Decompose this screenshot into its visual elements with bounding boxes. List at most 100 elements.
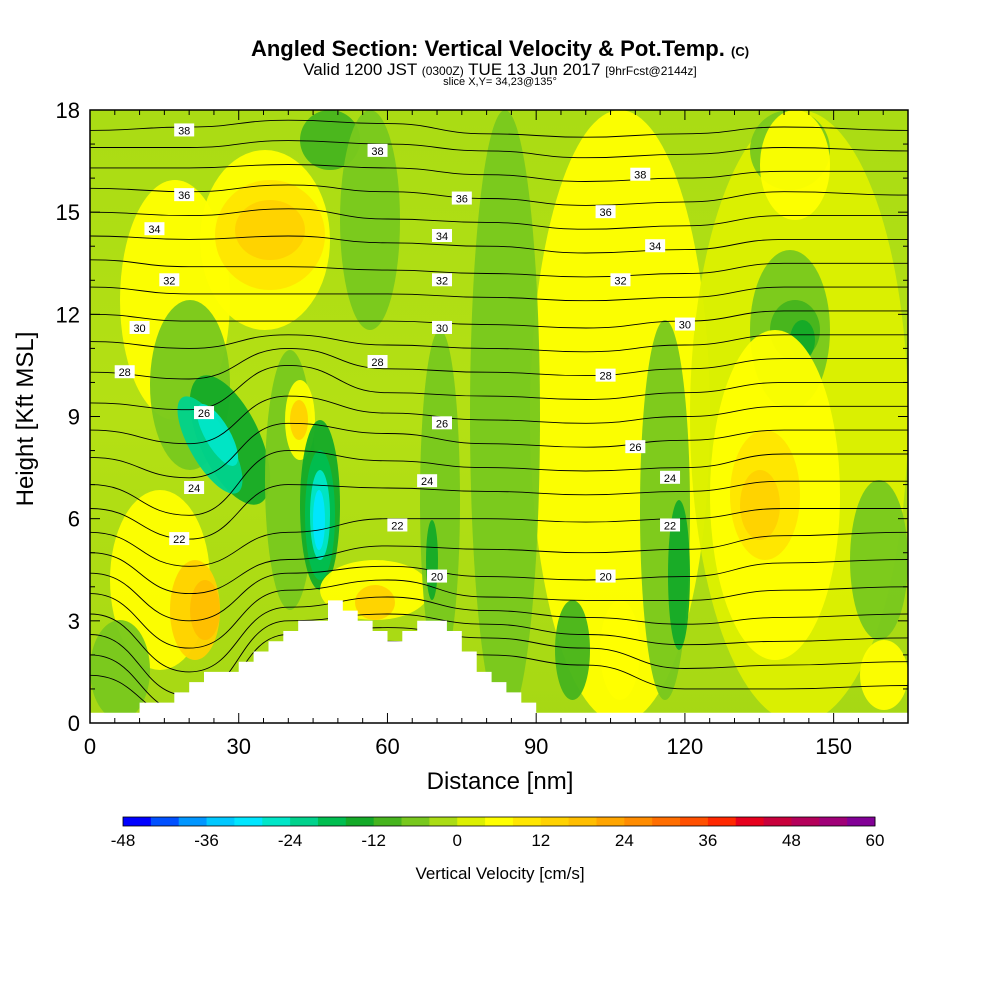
- contour-label-text: 26: [198, 408, 210, 420]
- x-tick-label: 90: [524, 734, 548, 759]
- contour-label-bg: [645, 239, 666, 253]
- contour-label: 26: [194, 406, 215, 420]
- contour-label-bg: [431, 229, 452, 243]
- contour-label-bg: [674, 317, 695, 331]
- theta-contour: [90, 334, 908, 353]
- title-text: Angled Section: Vertical Velocity & Pot.…: [250, 36, 725, 61]
- colorbar-tick-label: 48: [782, 831, 801, 850]
- contour-label-text: 28: [599, 371, 611, 383]
- colorbar-swatch: [234, 817, 263, 826]
- contour-label: 36: [595, 205, 616, 219]
- contour-label-text: 24: [188, 483, 200, 495]
- contour-label-bg: [595, 205, 616, 219]
- contour-label-bg: [595, 368, 616, 382]
- contour-label: 30: [674, 317, 695, 332]
- contour-label-bg: [194, 406, 215, 420]
- contour-label: 32: [159, 273, 180, 287]
- contour-label-text: 26: [629, 442, 641, 454]
- contour-label-text: 30: [133, 323, 145, 335]
- velocity-patch: [290, 400, 308, 440]
- y-tick-label: 6: [68, 507, 80, 532]
- slice-info: slice X,Y= 34,23@135°: [443, 76, 557, 88]
- theta-contour: [90, 395, 908, 445]
- subtitle-utc: (0300Z): [421, 64, 464, 78]
- colorbar-swatch: [847, 817, 876, 826]
- contour-label-text: 22: [664, 520, 676, 532]
- contour-label-bg: [169, 532, 190, 546]
- y-tick-label: 18: [56, 98, 80, 123]
- colorbar-tick-label: 12: [531, 831, 550, 850]
- y-axis-label: Height [Kft MSL]: [12, 331, 39, 507]
- x-tick-label: 0: [84, 734, 96, 759]
- contour-label-bg: [144, 222, 165, 236]
- velocity-patch: [470, 110, 540, 723]
- contour-label-text: 34: [436, 231, 448, 243]
- theta-contour: [90, 259, 908, 278]
- velocity-patch: [340, 110, 400, 330]
- colorbar-swatch: [262, 817, 291, 826]
- y-tick-label: 0: [68, 711, 80, 736]
- colorbar-swatch: [791, 817, 820, 826]
- colorbar-swatch: [819, 817, 848, 826]
- contour-label: 36: [451, 191, 472, 206]
- contour-label: 38: [174, 123, 195, 137]
- velocity-patch: [740, 470, 780, 540]
- colorbar-swatch: [512, 817, 542, 826]
- contour-label-bg: [451, 191, 472, 205]
- velocity-patch: [555, 600, 590, 700]
- colorbar-swatch: [596, 817, 625, 826]
- contour-label-text: 26: [436, 418, 448, 430]
- contour-label: 32: [610, 273, 631, 287]
- contour-label: 30: [129, 320, 150, 335]
- theta-contour: [90, 235, 908, 254]
- contour-label: 22: [387, 518, 408, 532]
- velocity-patch: [90, 620, 150, 720]
- colorbar-swatch: [401, 817, 430, 826]
- colorbar-tick-label: -36: [194, 831, 219, 850]
- colorbar-swatch: [485, 817, 514, 826]
- contour-label-bg: [114, 365, 135, 379]
- velocity-patch: [190, 580, 220, 640]
- colorbar-swatch: [763, 817, 792, 826]
- colorbar-swatch: [735, 817, 765, 826]
- contour-label: 30: [431, 320, 452, 335]
- contour-label-bg: [431, 273, 452, 287]
- theta-contour: [90, 140, 908, 159]
- colorbar-label: Vertical Velocity [cm/s]: [415, 864, 585, 883]
- contour-label-text: 36: [599, 207, 611, 219]
- contour-label: 22: [660, 518, 681, 532]
- colorbar-swatch: [624, 817, 653, 826]
- contour-label-bg: [610, 273, 631, 287]
- contour-label-text: 24: [421, 476, 433, 488]
- colorbar-swatch: [680, 817, 709, 826]
- colorbar: -48 -36 -24 -12 0 12 24 36 48 60: [111, 816, 884, 850]
- chart-title: Angled Section: Vertical Velocity & Pot.…: [0, 36, 1000, 62]
- x-axis: 0 30 60 90 120 150: [84, 110, 909, 759]
- contour-label-bg: [129, 320, 150, 334]
- theta-contour: [90, 596, 908, 673]
- theta-contour: [90, 208, 908, 230]
- contour-label-text: 30: [679, 320, 691, 332]
- contour-label: 34: [431, 229, 452, 243]
- colorbar-frame: [122, 816, 876, 827]
- velocity-field: 38 38 38 36 36 36 34 34 34 32 32 32 30 30 30 28 28 28 26 26…: [90, 110, 908, 723]
- velocity-patch: [860, 640, 908, 710]
- contour-label-text: 36: [178, 190, 190, 202]
- y-tick-label: 9: [68, 405, 80, 430]
- contour-label-bg: [625, 440, 646, 454]
- contour-label-bg: [595, 569, 616, 583]
- x-tick-label: 60: [375, 734, 399, 759]
- colorbar-tick-label: -12: [361, 831, 386, 850]
- contour-label: 20: [595, 569, 616, 584]
- contour-label-bg: [174, 188, 195, 202]
- contour-label-text: 28: [371, 357, 383, 369]
- colorbar-tick-label: 0: [452, 831, 461, 850]
- subtitle-fcst: [9hrFcst@2144z]: [605, 64, 697, 78]
- contour-label-text: 34: [649, 241, 661, 253]
- contour-label-text: 34: [148, 224, 160, 236]
- chart-subtitle: Valid 1200 JST (0300Z) TUE 13 Jun 2017 […: [0, 60, 1000, 80]
- contour-label: 28: [367, 355, 388, 369]
- colorbar-swatch: [568, 817, 597, 826]
- colorbar-swatch: [540, 817, 570, 826]
